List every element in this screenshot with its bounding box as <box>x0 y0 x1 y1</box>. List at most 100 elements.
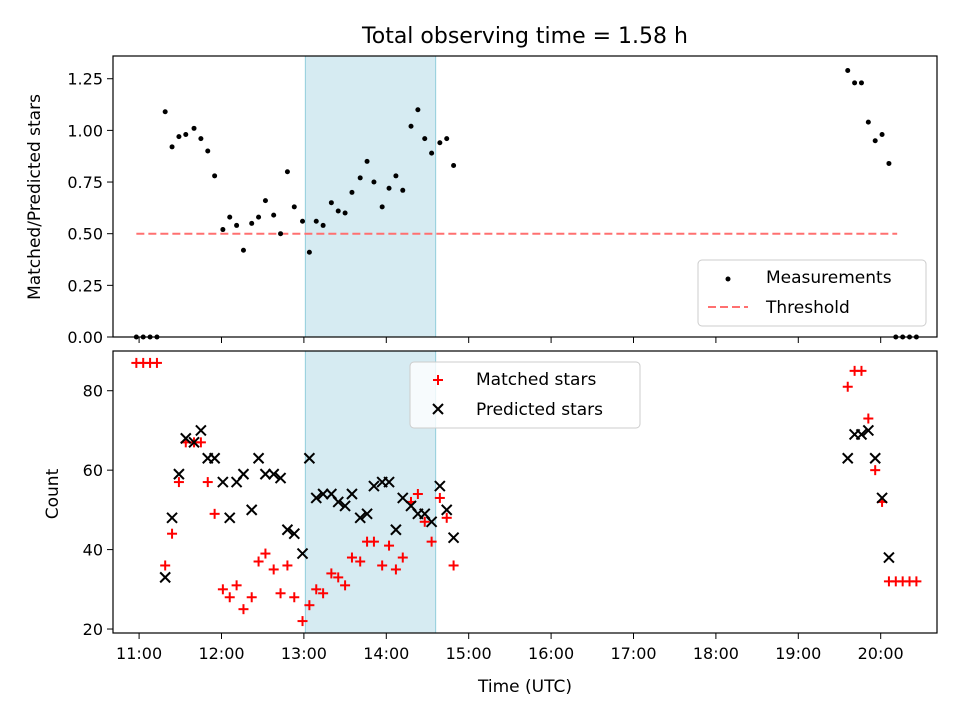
measurement-point <box>284 169 290 175</box>
predicted-stars-point <box>447 531 460 544</box>
legend-matched-label: Matched stars <box>476 370 596 390</box>
matched-stars-point <box>151 357 162 368</box>
x-tick-label: 11:00 <box>116 644 162 663</box>
top-legend-box <box>697 259 927 327</box>
legend-measurements-label: Measurements <box>766 268 892 288</box>
measurement-point <box>169 144 175 150</box>
x-tick-label: 13:00 <box>281 644 327 663</box>
matched-stars-point <box>842 381 853 392</box>
matched-stars-point <box>412 488 423 499</box>
matched-stars-point <box>340 580 351 591</box>
matched-stars-point <box>448 560 459 571</box>
predicted-stars-point <box>869 452 881 464</box>
predicted-stars-point <box>281 524 294 536</box>
predicted-x-b <box>288 527 300 540</box>
x-tick-label: 18:00 <box>693 644 739 663</box>
x-axis-label: Time (UTC) <box>477 677 572 697</box>
predicted-x-b <box>188 436 200 449</box>
matched-stars-point <box>333 572 344 583</box>
predicted-stars-point <box>876 492 888 504</box>
predicted-stars-point <box>332 496 344 508</box>
matched-stars-point <box>253 556 264 567</box>
measurement-point <box>183 132 189 138</box>
predicted-x-b <box>397 492 409 504</box>
matched-stars-point <box>355 556 366 567</box>
predicted-x-b <box>166 512 178 524</box>
predicted-x-b <box>862 424 875 437</box>
predicted-x-b <box>441 504 453 516</box>
measurement-point <box>865 119 871 125</box>
predicted-x-b <box>419 508 431 520</box>
predicted-stars-point <box>188 436 200 449</box>
predicted-x-b <box>217 476 229 488</box>
matched-stars-point <box>377 560 388 571</box>
measurement-point <box>240 247 246 253</box>
predicted-stars-point <box>346 488 358 500</box>
predicted-x-b <box>274 472 287 484</box>
predicted-stars-point <box>855 428 868 441</box>
predicted-x-b <box>208 452 221 464</box>
legend-threshold-label: Threshold <box>765 298 850 318</box>
measurement-point <box>451 163 457 169</box>
matched-stars-point <box>390 564 401 575</box>
matched-stars-point <box>275 588 286 599</box>
predicted-stars-point <box>296 547 309 560</box>
measurement-point <box>379 204 385 210</box>
predicted-stars-point <box>862 424 875 437</box>
top-y-tick-label: 0.00 <box>67 328 103 347</box>
matched-stars-point <box>160 560 171 571</box>
measurement-point <box>191 125 197 131</box>
predicted-x-b <box>390 524 402 536</box>
measurement-point <box>429 150 435 156</box>
bottom-y-tick-label: 40 <box>83 541 103 560</box>
bottom-y-tick-label: 60 <box>83 461 103 480</box>
measurement-point <box>262 198 268 204</box>
predicted-stars-point <box>195 424 207 437</box>
bottom-y-tick-label: 80 <box>83 382 103 401</box>
matched-stars-point <box>238 604 249 615</box>
predicted-stars-point <box>259 468 272 480</box>
x-tick-label: 19:00 <box>775 644 821 663</box>
matched-stars-point <box>870 465 881 476</box>
matched-stars-point <box>318 588 329 599</box>
predicted-x-b <box>447 531 460 544</box>
predicted-stars-point <box>317 488 329 500</box>
predicted-x-b <box>368 480 380 492</box>
chart-title: Total observing time = 1.58 h <box>361 24 688 49</box>
measurement-point <box>349 189 355 195</box>
matched-stars-point <box>434 492 445 503</box>
predicted-x-b <box>281 524 294 536</box>
predicted-stars-point <box>361 508 373 520</box>
predicted-stars-point <box>354 512 366 524</box>
predicted-stars-point <box>245 504 258 516</box>
predicted-x-b <box>195 424 207 437</box>
measurement-point <box>845 67 851 73</box>
predicted-stars-point <box>166 512 178 524</box>
measurement-point <box>256 214 262 220</box>
predicted-stars-point <box>217 476 229 488</box>
x-tick-label: 16:00 <box>528 644 574 663</box>
top-y-tick-label: 1.00 <box>67 121 103 140</box>
matched-stars-point <box>246 592 257 603</box>
matched-stars-point <box>167 528 178 539</box>
predicted-x-b <box>159 571 171 584</box>
measurement-point <box>357 175 363 181</box>
predicted-x-b <box>310 492 322 504</box>
matched-stars-point <box>195 437 206 448</box>
bottom-panel: 20 40 60 80 11:00 12:00 13:00 14:00 15:00 16:00 1… <box>43 350 938 697</box>
bottom-y-axis-label: Count <box>43 468 63 519</box>
measurement-point <box>852 80 858 86</box>
predicted-x-b <box>296 547 309 560</box>
predicted-stars-point <box>267 468 280 480</box>
predicted-stars-point <box>288 527 300 540</box>
measurement-point <box>386 185 392 191</box>
legend-predicted-label: Predicted stars <box>476 400 603 420</box>
predicted-x-b <box>259 468 272 480</box>
predicted-stars-point <box>303 452 316 464</box>
measurement-point <box>393 173 399 179</box>
predicted-stars-point <box>339 500 351 512</box>
predicted-x-b <box>842 452 854 464</box>
predicted-x-b <box>317 488 329 500</box>
predicted-stars-point <box>173 468 185 480</box>
measurement-point <box>176 134 182 140</box>
